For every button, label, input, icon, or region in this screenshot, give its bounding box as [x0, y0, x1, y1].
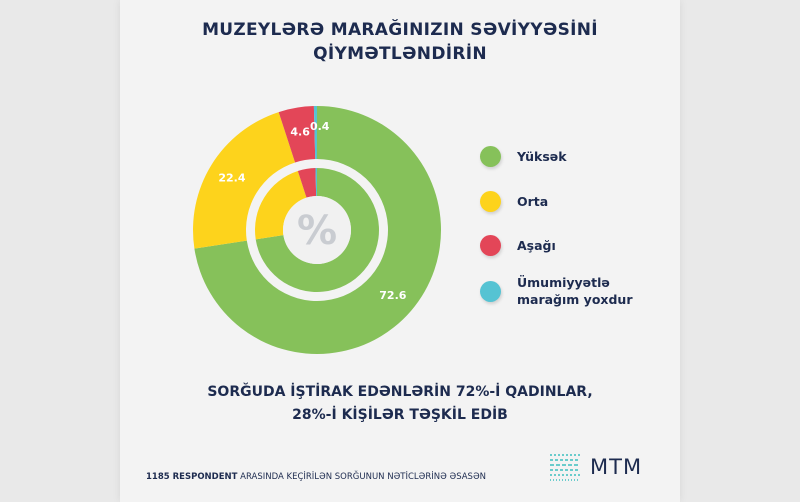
legend-swatch — [480, 280, 501, 302]
note-line-2: 28%-İ KİŞİLƏR TƏŞKİL EDİB — [292, 407, 508, 423]
inner-slice-0 — [255, 168, 379, 292]
legend-swatch — [480, 191, 501, 212]
legend-item-medium: Orta — [480, 191, 700, 212]
donut-chart: % 72.6 22.4 4.6 0.4 — [193, 106, 441, 354]
data-label-1: 22.4 — [218, 171, 245, 184]
data-label-0: 72.6 — [379, 289, 406, 302]
inner-slice-2 — [297, 168, 317, 198]
chart-title: MUZEYLƏRƏ MARAĞINIZIN SƏVİYYƏSİNİ QİYMƏT… — [120, 18, 680, 66]
legend-item-high: Yüksək — [480, 146, 700, 167]
outer-slice-0 — [194, 106, 441, 354]
mtm-logo-icon — [550, 454, 580, 481]
legend-label: Orta — [517, 194, 549, 209]
note-line-1: SORĞUDA İŞTİRAK EDƏNLƏRİN 72%-İ QADINLAR… — [207, 384, 593, 400]
respondent-note: SORĞUDA İŞTİRAK EDƏNLƏRİN 72%-İ QADINLAR… — [120, 381, 680, 427]
legend-swatch — [480, 235, 501, 256]
data-label-2: 4.6 — [290, 125, 310, 138]
footer-source: 1185 RESPONDENT ARASINDA KEÇİRİLƏN SORĞU… — [146, 472, 487, 482]
logo-text: MTM — [590, 455, 643, 479]
inner-slice-3 — [315, 168, 317, 197]
legend-item-none: Ümumiyyətlə marağım yoxdur — [480, 274, 700, 308]
inner-slice-1 — [255, 171, 307, 240]
donut-hole — [283, 196, 351, 264]
outer-slice-1 — [193, 112, 296, 249]
legend-label: Yüksək — [517, 149, 567, 164]
legend-item-low: Aşağı — [480, 235, 700, 256]
data-label-3: 0.4 — [310, 120, 330, 133]
legend-label: Ümumiyyətlə marağım yoxdur — [517, 275, 633, 307]
legend-swatch — [480, 146, 501, 167]
mtm-logo: MTM — [548, 452, 642, 482]
outer-slice-2 — [278, 106, 316, 163]
infographic-card: MUZEYLƏRƏ MARAĞINIZIN SƏVİYYƏSİNİ QİYMƏT… — [120, 0, 680, 502]
outer-slice-3 — [313, 106, 317, 160]
title-line-2: QİYMƏTLƏNDİRİN — [313, 44, 487, 64]
legend-label: Aşağı — [517, 238, 556, 253]
center-percent-label: % — [297, 208, 337, 254]
title-line-1: MUZEYLƏRƏ MARAĞINIZIN SƏVİYYƏSİNİ — [202, 20, 598, 40]
